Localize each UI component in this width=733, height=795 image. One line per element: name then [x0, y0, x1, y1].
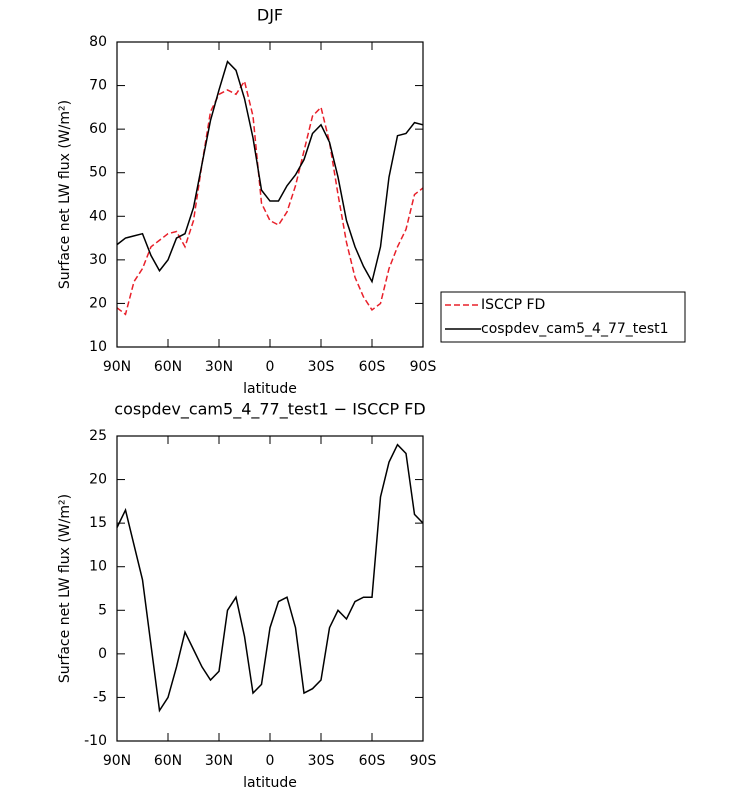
y-tick-label: 30 [89, 252, 107, 268]
chart-title: cospdev_cam5_4_77_test1 − ISCCP FD [114, 400, 425, 420]
x-tick-label: 30S [308, 359, 335, 375]
legend-box [440, 291, 686, 343]
legend-label: cospdev_cam5_4_77_test1 [481, 321, 669, 337]
plot-frame [116, 435, 424, 742]
series-line [116, 79, 424, 316]
y-tick-label: -10 [84, 733, 107, 749]
x-tick-label: 60S [359, 753, 386, 769]
y-tick-label: 0 [98, 646, 107, 662]
y-tick-label: 20 [89, 472, 107, 488]
series-line [116, 60, 424, 284]
x-tick-label: 90N [103, 359, 131, 375]
chart-title: DJF [257, 6, 283, 25]
x-tick-label: 60N [154, 359, 182, 375]
x-tick-label: 30N [205, 359, 233, 375]
x-tick-label: 30S [308, 753, 335, 769]
y-axis-label: Surface net LW flux (W/m²) [57, 100, 73, 289]
y-tick-label: 10 [89, 559, 107, 575]
y-tick-label: 50 [89, 165, 107, 181]
y-tick-label: -5 [93, 689, 107, 705]
x-tick-label: 30N [205, 753, 233, 769]
y-tick-label: 20 [89, 295, 107, 311]
x-tick-label: 90N [103, 753, 131, 769]
x-tick-label: 90S [410, 753, 437, 769]
y-tick-label: 15 [89, 515, 107, 531]
x-axis-label: latitude [243, 381, 297, 397]
y-axis-label: Surface net LW flux (W/m²) [57, 494, 73, 683]
series-line [116, 443, 424, 713]
x-tick-label: 60N [154, 753, 182, 769]
y-tick-label: 5 [98, 602, 107, 618]
y-tick-label: 60 [89, 121, 107, 137]
x-tick-label: 0 [266, 753, 275, 769]
y-tick-label: 10 [89, 339, 107, 355]
x-tick-label: 60S [359, 359, 386, 375]
plot-frame [116, 41, 424, 348]
y-tick-label: 25 [89, 428, 107, 444]
y-tick-label: 40 [89, 208, 107, 224]
x-tick-label: 90S [410, 359, 437, 375]
y-tick-label: 70 [89, 78, 107, 94]
legend-label: ISCCP FD [481, 297, 545, 313]
x-tick-label: 0 [266, 359, 275, 375]
x-axis-label: latitude [243, 775, 297, 791]
y-tick-label: 80 [89, 34, 107, 50]
